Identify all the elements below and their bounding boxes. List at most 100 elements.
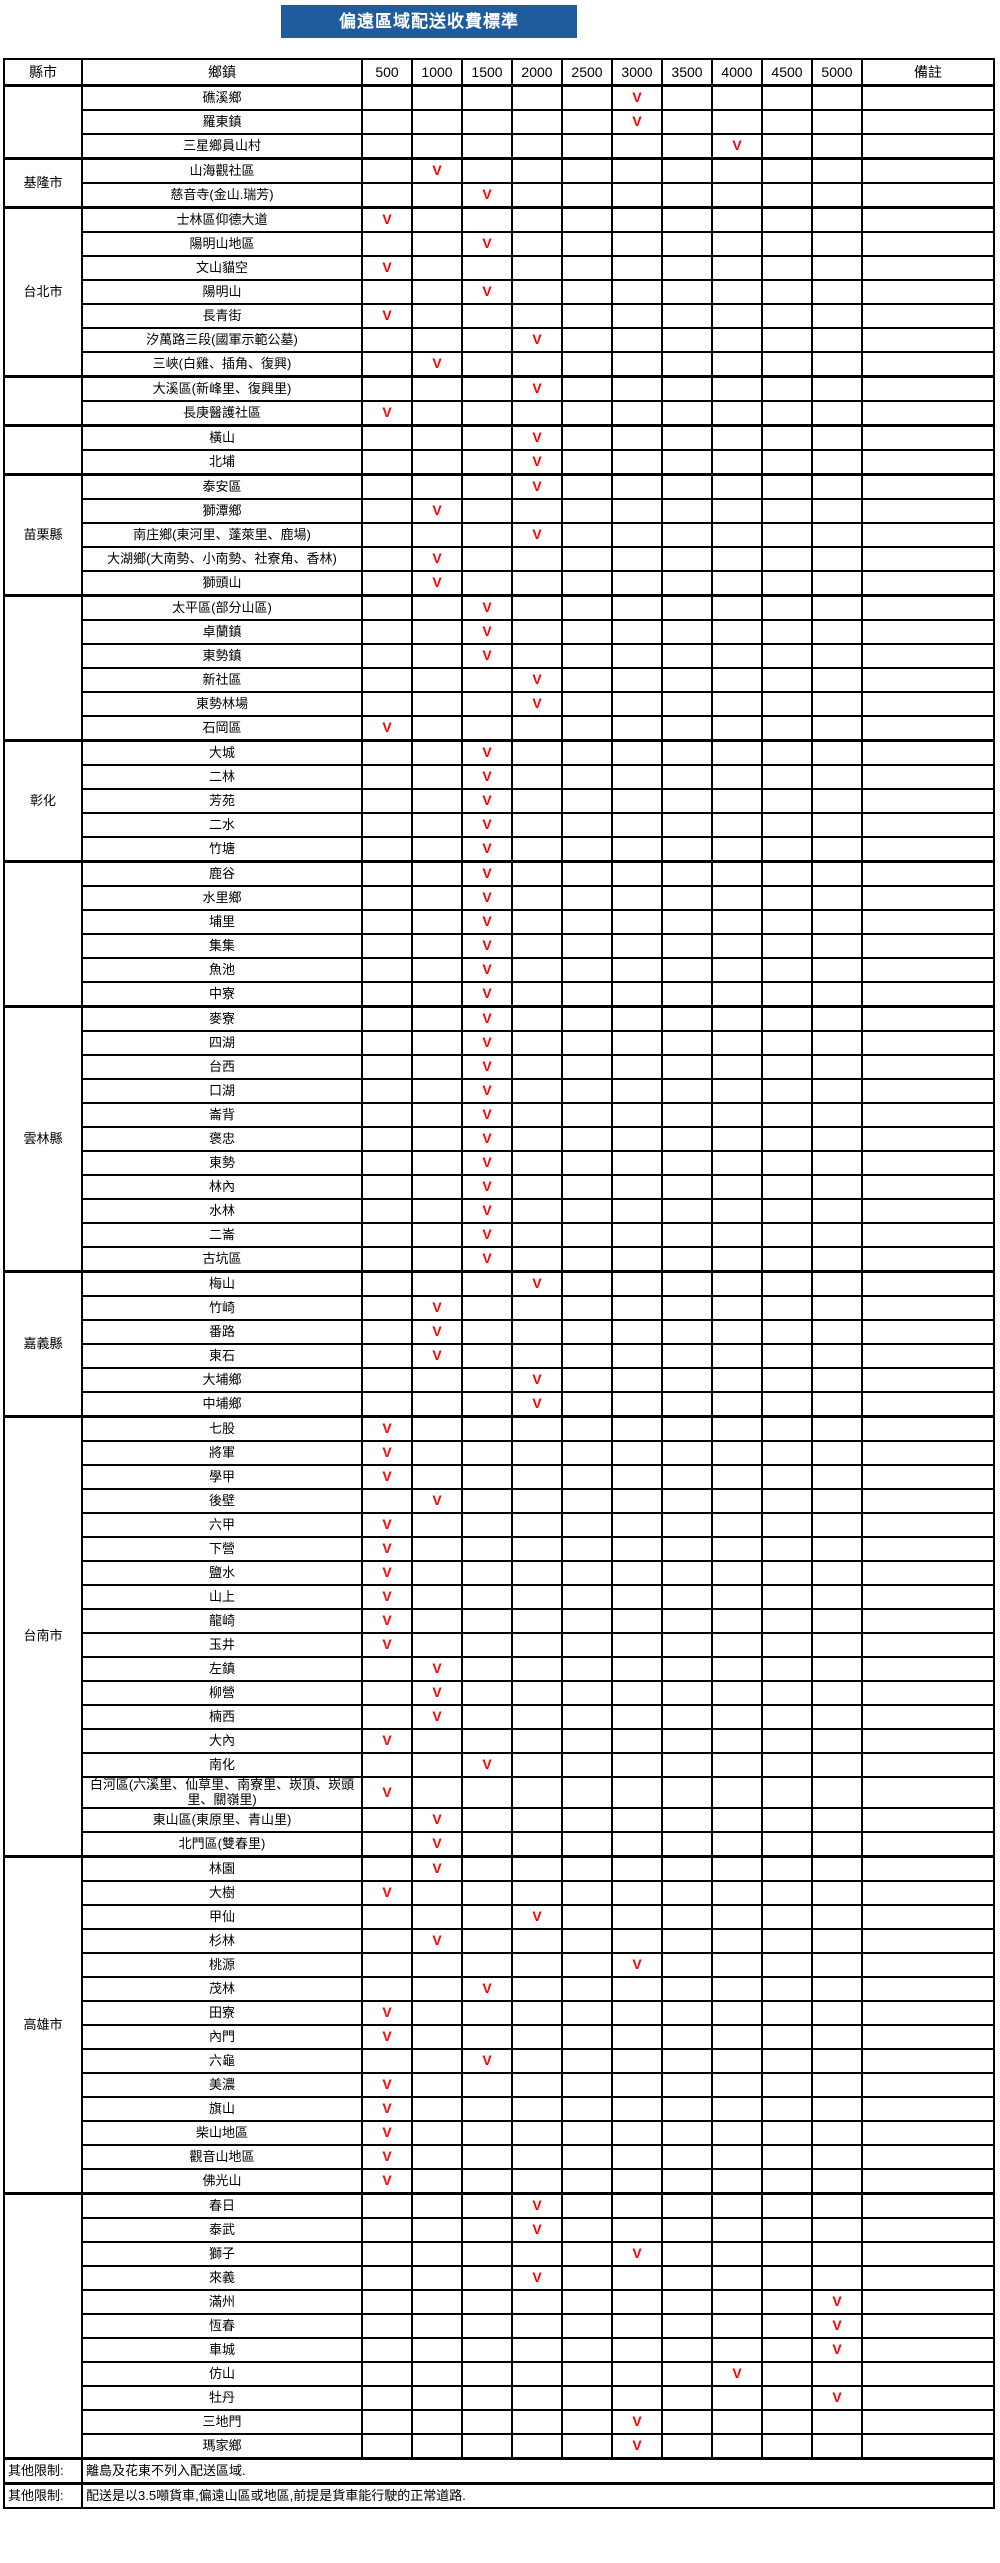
- fee-cell-3000: [611, 1584, 663, 1610]
- note-cell: [861, 1488, 995, 1514]
- table-row: 慈音寺(金山.瑞芳) V: [4, 182, 995, 209]
- check-mark: V: [382, 1732, 392, 1749]
- fee-cell-3000: [611, 1246, 663, 1273]
- fee-cell-4000: [711, 2096, 763, 2123]
- table-row: 瑪家鄉 V: [4, 2433, 995, 2460]
- fee-cell-1000: [411, 1752, 463, 1778]
- check-mark: V: [382, 2028, 392, 2045]
- fee-cell-500: V: [361, 2168, 413, 2195]
- check-mark: V: [532, 695, 542, 712]
- fee-cell-500: [361, 449, 413, 476]
- table-row: 車城 V: [4, 2337, 995, 2364]
- table-row: 崙背 V: [4, 1102, 995, 1128]
- fee-cell-4500: [761, 1319, 813, 1345]
- township-cell: 陽明山地區: [81, 231, 363, 257]
- table-row: 大溪區(新峰里、復興里) V: [3, 375, 995, 427]
- col-header-township: 鄉鎮: [81, 58, 363, 87]
- township-cell: 山海觀社區: [81, 157, 363, 184]
- fee-cell-2000: [511, 1295, 563, 1321]
- fee-cell-4000: [711, 1560, 763, 1586]
- fee-cell-4000: [711, 109, 763, 135]
- note-cell: [861, 594, 995, 621]
- county-cell: 雲林縣: [3, 1005, 83, 1273]
- fee-cell-3500: [661, 739, 713, 766]
- fee-cell-3500: [661, 1904, 713, 1931]
- fee-cell-2500: [561, 957, 613, 983]
- fee-cell-5000: [811, 1198, 863, 1224]
- fee-cell-4500: [761, 1030, 813, 1056]
- col-header-price-5000: 5000: [811, 58, 863, 87]
- fee-cell-2500: [561, 1246, 613, 1273]
- fee-cell-4500: [761, 909, 813, 935]
- fee-cell-2500: [561, 1150, 613, 1176]
- check-mark: V: [482, 840, 492, 857]
- fee-cell-4000: [711, 2217, 763, 2244]
- check-mark: V: [482, 647, 492, 664]
- col-header-price-1500: 1500: [461, 58, 513, 87]
- fee-cell-4500: [761, 1270, 813, 1297]
- fee-cell-5000: [811, 1126, 863, 1152]
- check-mark: V: [732, 137, 742, 154]
- fee-cell-4500: [761, 2192, 813, 2220]
- table-row: 陽明山 V: [4, 279, 995, 305]
- fee-cell-3500: [661, 375, 713, 402]
- check-mark: V: [482, 599, 492, 616]
- fee-cell-5000: [811, 2192, 863, 2220]
- fee-cell-4500: [761, 2313, 813, 2340]
- fee-cell-2500: [561, 109, 613, 135]
- county-cell: 彰化: [3, 739, 83, 863]
- township-cell: 石岡區: [81, 715, 363, 742]
- fee-cell-500: [361, 1102, 413, 1128]
- fee-cell-1500: [461, 2313, 513, 2340]
- table-row: 東勢 V: [4, 1150, 995, 1176]
- fee-cell-5000: [811, 981, 863, 1008]
- fee-cell-3000: [611, 1775, 663, 1810]
- fee-cell-5000: [811, 1415, 863, 1442]
- fee-cell-2500: [561, 836, 613, 863]
- table-row: 後壁 V: [4, 1488, 995, 1514]
- township-cell: 林園: [81, 1855, 363, 1883]
- fee-cell-1500: V: [461, 1102, 513, 1128]
- fee-cell-3000: [611, 1102, 663, 1128]
- fee-cell-4000: [711, 84, 763, 111]
- fee-cell-1000: [411, 231, 463, 257]
- fee-cell-4000: [711, 2048, 763, 2075]
- fee-cell-2500: [561, 2217, 613, 2244]
- fee-cell-1500: [461, 1270, 513, 1297]
- fee-cell-4000: [711, 2072, 763, 2099]
- fee-cell-2000: [511, 594, 563, 621]
- fee-cell-4000: [711, 885, 763, 911]
- fee-cell-4000: [711, 473, 763, 500]
- fee-cell-2500: [561, 2433, 613, 2460]
- fee-cell-3500: [661, 424, 713, 451]
- fee-cell-2000: [511, 715, 563, 742]
- fee-cell-1000: [411, 2168, 463, 2195]
- table-row: 長庚醫護社區 V: [4, 400, 995, 427]
- table-row: 古坑區 V: [4, 1246, 995, 1273]
- fee-cell-3500: [661, 764, 713, 790]
- fee-cell-1000: [411, 303, 463, 329]
- fee-cell-3000: [611, 1656, 663, 1682]
- fee-cell-3000: [611, 1464, 663, 1490]
- fee-cell-2000: [511, 2024, 563, 2051]
- note-cell: [861, 182, 995, 209]
- fee-cell-3500: [661, 1488, 713, 1514]
- fee-cell-2500: [561, 449, 613, 476]
- fee-cell-3500: [661, 1078, 713, 1104]
- check-mark: V: [482, 623, 492, 640]
- fee-cell-5000: [811, 933, 863, 959]
- fee-cell-4000: [711, 1295, 763, 1321]
- township-cell: 番路: [81, 1319, 363, 1345]
- fee-cell-500: [361, 619, 413, 645]
- fee-cell-3500: [661, 1831, 713, 1858]
- fee-cell-1500: V: [461, 2048, 513, 2075]
- township-cell: 古坑區: [81, 1246, 363, 1273]
- fee-cell-1500: [461, 1880, 513, 1907]
- fee-cell-3500: [661, 449, 713, 476]
- fee-cell-3500: [661, 327, 713, 353]
- fee-cell-4500: [761, 788, 813, 814]
- fee-cell-2500: [561, 1054, 613, 1080]
- fee-cell-500: V: [361, 255, 413, 281]
- table-row: 三峽(白雞、插角、復興) V: [4, 351, 995, 378]
- fee-cell-4500: [761, 2409, 813, 2436]
